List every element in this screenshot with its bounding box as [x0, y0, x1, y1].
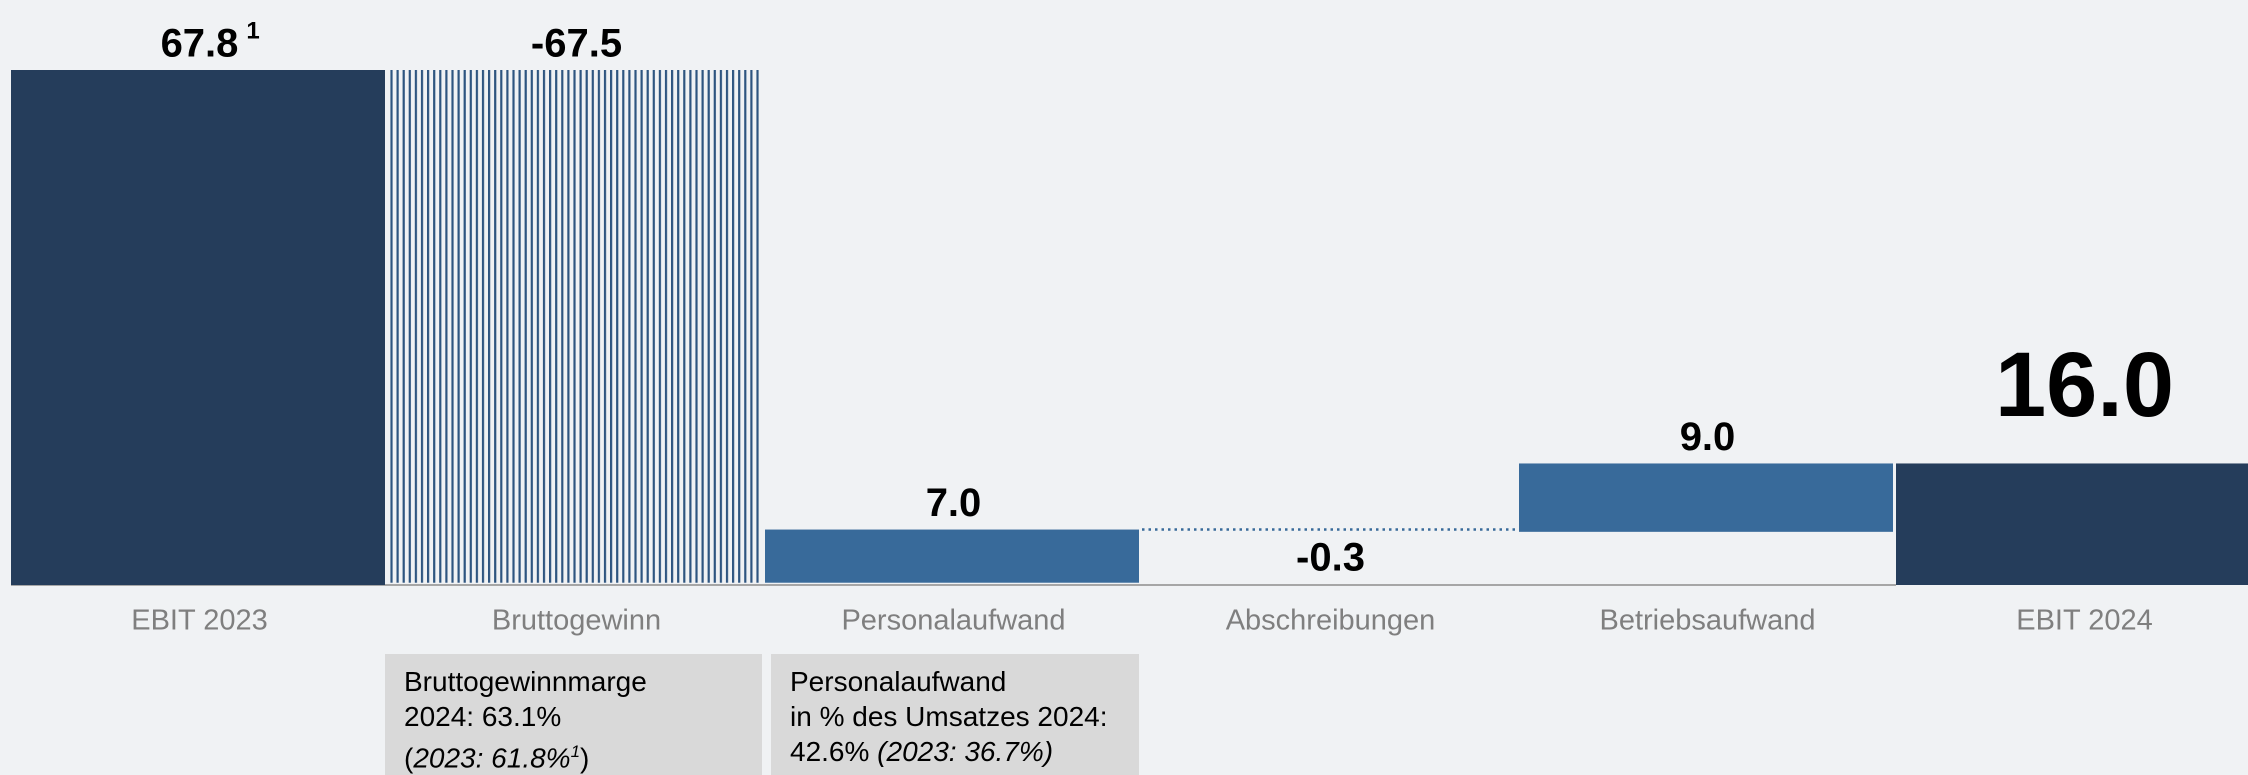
note-text: 1	[570, 742, 581, 761]
note-line: 42.6% (2023: 36.7%)	[790, 734, 1139, 769]
note-text: (2023: 36.7%)	[877, 736, 1054, 767]
value-label: 16.0	[1995, 334, 2174, 436]
note-text: 2024: 63.1%	[404, 701, 562, 732]
note-line: Personalaufwand	[790, 664, 1139, 699]
bar	[1519, 463, 1893, 532]
note-text: 42.6%	[790, 736, 878, 767]
value-label: 67.8	[161, 22, 239, 66]
bar	[388, 70, 762, 583]
note-line: Bruttogewinnmarge	[404, 664, 762, 699]
category-label: Betriebsaufwand	[1599, 605, 1815, 637]
note-line: (2023: 61.8%1)	[404, 734, 762, 775]
note-text: in % des Umsatzes 2024:	[790, 701, 1108, 732]
note-box: Bruttogewinnmarge 2024: 63.1% (2023: 61.8%…	[385, 654, 762, 775]
value-label: 9.0	[1680, 415, 1736, 459]
note-text: )	[580, 742, 590, 774]
bar	[765, 529, 1139, 583]
note-text: Bruttogewinnmarge	[404, 666, 647, 697]
category-label: Bruttogewinn	[492, 605, 661, 637]
category-label: EBIT 2024	[2016, 605, 2153, 637]
value-label: -67.5	[531, 22, 622, 66]
value-label: 7.0	[926, 481, 982, 525]
value-label: -0.3	[1296, 535, 1365, 579]
category-label: EBIT 2023	[131, 605, 268, 637]
category-label: Personalaufwand	[841, 605, 1065, 637]
value-label-note: 1	[246, 17, 259, 44]
note-text: 2023: 61.8%	[413, 742, 571, 774]
note-box: Personalaufwand in % des Umsatzes 2024: 42…	[771, 654, 1139, 775]
bar	[1896, 463, 2248, 585]
bar	[11, 70, 385, 585]
note-text: Personalaufwand	[790, 666, 1007, 697]
note-text: (	[404, 742, 414, 774]
note-line: in % des Umsatzes 2024:	[790, 699, 1139, 734]
category-label: Abschreibungen	[1226, 605, 1436, 637]
note-line: 2024: 63.1%	[404, 699, 762, 734]
